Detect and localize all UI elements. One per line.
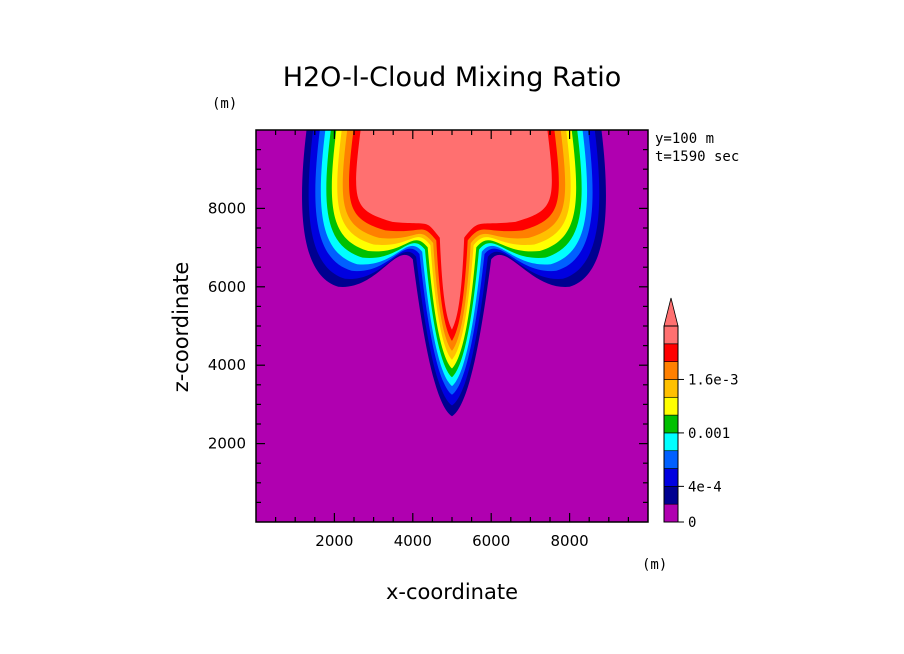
colorbar-swatch (663, 468, 679, 487)
y-axis-ticks: 2000 4000 6000 8000 (208, 149, 648, 503)
contour-level-10 (356, 130, 552, 330)
y-axis-label: z-coordinate (169, 262, 193, 393)
colorbar-swatch (663, 414, 679, 434)
colorbar-swatch (663, 486, 679, 505)
x-axis-ticks: 2000 4000 6000 8000 (275, 130, 630, 550)
colorbar-label: 0.001 (688, 426, 730, 442)
x-unit-label: (m) (642, 557, 667, 573)
y-unit-label: (m) (212, 96, 237, 112)
colorbar-swatch (663, 503, 679, 523)
x-tick-label: 2000 (315, 532, 353, 550)
y-tick-label: 2000 (208, 435, 246, 453)
colorbar-swatch (663, 432, 679, 452)
colorbar-swatch (663, 379, 679, 398)
x-tick-label: 4000 (394, 532, 432, 550)
colorbar-overflow-arrow (663, 297, 679, 327)
colorbar-label: 0 (688, 515, 696, 531)
y-tick-label: 8000 (208, 199, 246, 217)
chart-title: H2O-l-Cloud Mixing Ratio (283, 62, 622, 93)
x-axis-label: x-coordinate (386, 580, 518, 604)
x-tick-label: 6000 (472, 532, 510, 550)
colorbar-swatch (663, 361, 679, 380)
colorbar-swatch (663, 343, 679, 362)
contour-layers (302, 130, 606, 417)
colorbar-label: 4e-4 (688, 479, 722, 495)
colorbar-swatch (663, 450, 679, 469)
colorbar-swatch (663, 325, 679, 345)
x-tick-label: 8000 (551, 532, 589, 550)
colorbar: 0 4e-4 0.001 1.6e-3 (663, 297, 739, 531)
colorbar-frame (663, 325, 679, 523)
colorbar-swatch (663, 396, 679, 416)
annotation-t: t=1590 sec (655, 149, 739, 165)
colorbar-label: 1.6e-3 (688, 372, 739, 388)
y-tick-label: 4000 (208, 356, 246, 374)
annotation-y: y=100 m (655, 131, 714, 147)
y-tick-label: 6000 (208, 278, 246, 296)
